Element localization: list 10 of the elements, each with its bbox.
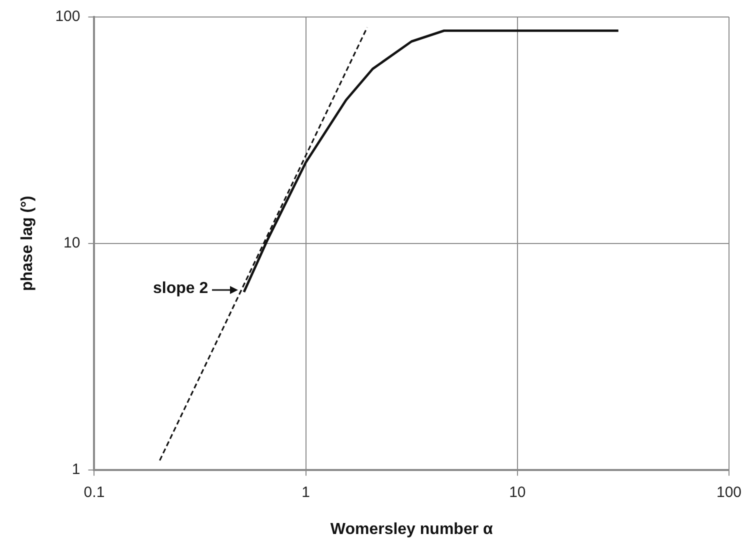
y-tick-label: 1	[72, 460, 80, 478]
y-tick-label: 100	[55, 8, 80, 26]
x-tick-label: 1	[302, 484, 310, 501]
x-tick-label: 0.1	[84, 484, 105, 501]
x-tick-label: 10	[509, 484, 526, 501]
x-axis-title: Womersley number α	[330, 520, 494, 538]
annotation: slope 2	[152, 280, 208, 298]
y-tick-label: 10	[64, 234, 80, 252]
y-axis-title: phase lag (°)	[19, 196, 36, 292]
x-tick-label: 100	[716, 484, 742, 501]
